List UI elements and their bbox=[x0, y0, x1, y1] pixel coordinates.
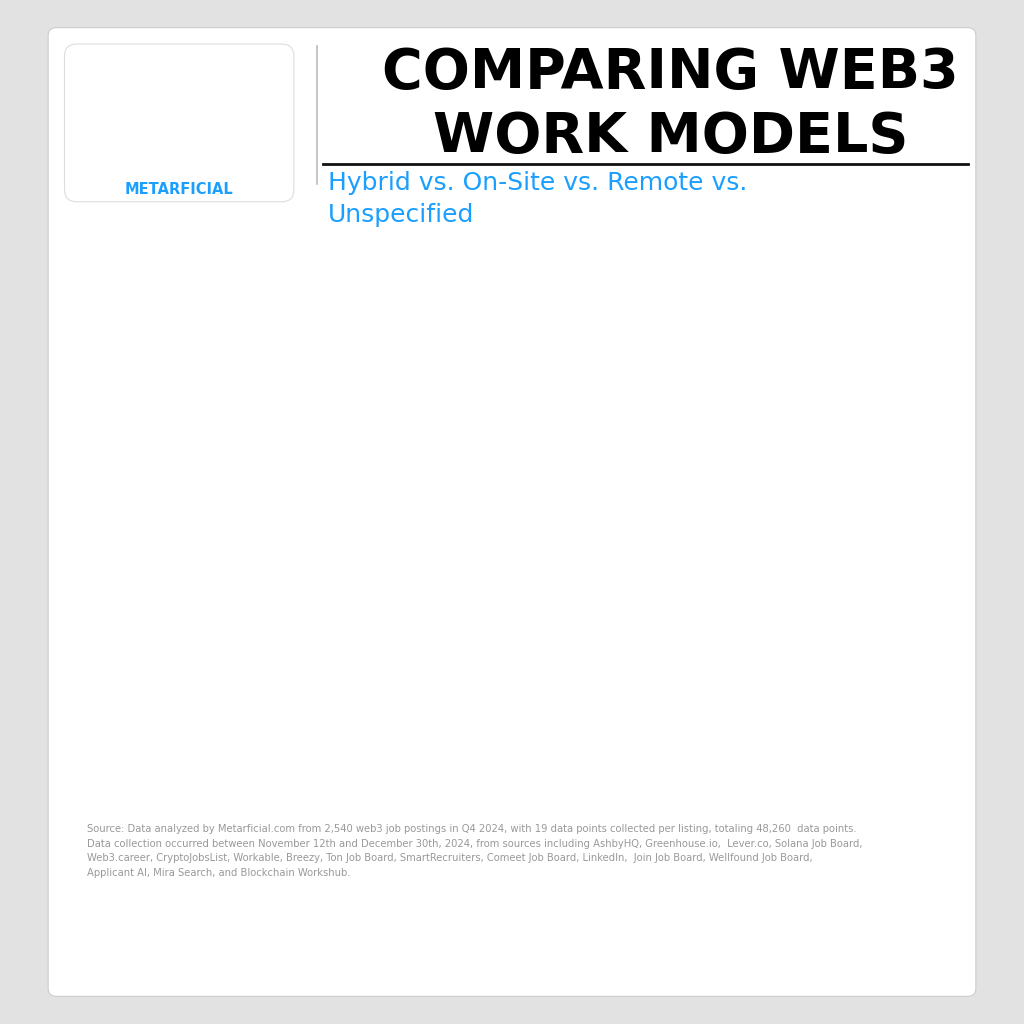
Text: Source: Data analyzed by Metarficial.com from 2,540 web3 job postings in Q4 2024: Source: Data analyzed by Metarficial.com… bbox=[87, 824, 862, 878]
Text: 9.53%: 9.53% bbox=[825, 694, 888, 712]
Text: 12.01%: 12.01% bbox=[418, 672, 493, 690]
Bar bbox=[403, 698, 508, 804]
Text: WORK MODELS: WORK MODELS bbox=[433, 110, 908, 164]
Text: COMPARING WEB3: COMPARING WEB3 bbox=[382, 46, 959, 100]
Bar bbox=[603, 333, 708, 804]
Circle shape bbox=[111, 81, 191, 161]
Text: Hybrid vs. On-Site vs. Remote vs.
Unspecified: Hybrid vs. On-Site vs. Remote vs. Unspec… bbox=[328, 171, 748, 226]
Bar bbox=[596, 230, 716, 804]
Text: 53.39%: 53.39% bbox=[618, 307, 693, 325]
Circle shape bbox=[128, 98, 174, 143]
Circle shape bbox=[117, 86, 185, 156]
Bar bbox=[195, 230, 315, 804]
Bar bbox=[203, 583, 307, 804]
Circle shape bbox=[122, 91, 180, 151]
Y-axis label: Percentage Of Web3 Jobs Postings Q4 2024: Percentage Of Web3 Jobs Postings Q4 2024 bbox=[60, 358, 76, 676]
Bar bbox=[804, 720, 908, 804]
Bar bbox=[395, 230, 515, 804]
Text: M: M bbox=[138, 108, 164, 132]
Bar bbox=[796, 230, 916, 804]
Text: METARFICIAL: METARFICIAL bbox=[125, 182, 233, 198]
Text: 25.08%: 25.08% bbox=[217, 557, 293, 574]
